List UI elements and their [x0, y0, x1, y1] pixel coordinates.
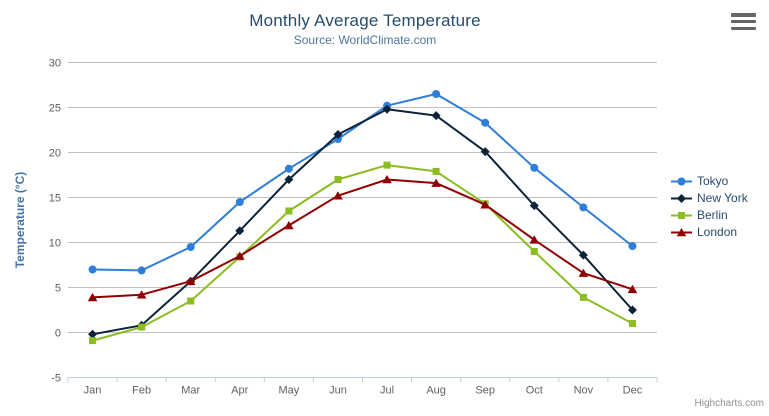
- series-marker-tokyo[interactable]: [481, 118, 490, 127]
- series-marker-tokyo[interactable]: [530, 163, 539, 172]
- series-marker-london[interactable]: [578, 268, 589, 277]
- series-line-london: [91, 178, 634, 299]
- series-marker-tokyo[interactable]: [628, 242, 637, 251]
- series-marker-london[interactable]: [382, 175, 392, 184]
- series-marker-tokyo[interactable]: [88, 265, 97, 274]
- x-axis-label: Jul: [380, 385, 394, 397]
- legend-item-new-york[interactable]: New York: [671, 191, 748, 205]
- x-axis-label: Jan: [84, 385, 102, 397]
- series-marker-london[interactable]: [627, 284, 638, 294]
- series-marker-berlin[interactable]: [285, 207, 293, 215]
- legend-label: Tokyo: [697, 174, 729, 188]
- series-marker-london[interactable]: [185, 276, 196, 285]
- legend-marker-london: [671, 227, 692, 236]
- series-marker-new-york[interactable]: [88, 329, 98, 339]
- x-axis-label: Nov: [574, 385, 594, 397]
- series-marker-berlin[interactable]: [530, 248, 538, 255]
- series-marker-new-york[interactable]: [333, 130, 343, 139]
- y-axis-label: 0: [55, 328, 61, 340]
- x-axis-label: Feb: [132, 385, 151, 397]
- series-marker-new-york[interactable]: [480, 147, 490, 157]
- series-line-new-york: [91, 108, 634, 336]
- series-line-tokyo: [91, 93, 634, 272]
- series-marker-tokyo[interactable]: [235, 198, 244, 206]
- legend-item-tokyo[interactable]: Tokyo: [671, 174, 748, 188]
- x-axis-label: Mar: [181, 385, 200, 397]
- legend-marker-symbol: [677, 193, 686, 203]
- hamburger-icon: [731, 19, 756, 24]
- x-axis-label: Sep: [475, 385, 495, 397]
- series-marker-london[interactable]: [480, 200, 491, 209]
- series-marker-new-york[interactable]: [431, 111, 441, 121]
- series-marker-new-york[interactable]: [627, 305, 637, 315]
- series-marker-tokyo[interactable]: [579, 203, 588, 212]
- series-marker-tokyo[interactable]: [284, 164, 293, 173]
- legend-marker-new-york: [671, 193, 692, 203]
- legend-label: Berlin: [697, 208, 728, 222]
- y-axis-label: -5: [51, 373, 61, 385]
- legend: Tokyo New York Berlin London: [671, 174, 748, 239]
- context-menu-button[interactable]: [731, 13, 756, 30]
- y-axis-label: 25: [49, 103, 61, 115]
- series-marker-berlin[interactable]: [187, 297, 195, 305]
- series-marker-london[interactable]: [136, 290, 147, 299]
- legend-marker-symbol: [677, 177, 686, 185]
- series-marker-new-york[interactable]: [578, 250, 588, 260]
- series-marker-berlin[interactable]: [89, 337, 97, 345]
- x-axis-label: Oct: [526, 385, 543, 397]
- legend-marker-symbol: [676, 227, 687, 236]
- series-marker-london[interactable]: [87, 292, 98, 302]
- series-marker-berlin[interactable]: [334, 176, 342, 183]
- series-marker-berlin[interactable]: [138, 323, 146, 331]
- y-axis-label: 20: [49, 148, 61, 160]
- series-marker-london[interactable]: [529, 235, 540, 244]
- legend-item-london[interactable]: London: [671, 225, 748, 239]
- series-marker-london[interactable]: [284, 220, 294, 230]
- series-marker-london[interactable]: [333, 191, 343, 200]
- y-axis-label: 10: [49, 238, 61, 250]
- hamburger-icon: [731, 13, 756, 17]
- series-marker-new-york[interactable]: [235, 226, 245, 236]
- legend-marker-tokyo: [671, 177, 692, 185]
- legend-marker-berlin: [671, 211, 692, 219]
- series-marker-new-york[interactable]: [382, 104, 392, 114]
- credits-link[interactable]: Highcharts.com: [694, 398, 764, 409]
- legend-marker-symbol: [678, 211, 685, 219]
- y-axis-label: 5: [55, 283, 61, 295]
- series-marker-tokyo[interactable]: [432, 90, 441, 98]
- chart-subtitle: Source: WorldClimate.com: [293, 33, 437, 47]
- x-axis-label: May: [278, 385, 299, 397]
- series-marker-london[interactable]: [431, 178, 441, 187]
- y-axis-label: 30: [49, 58, 61, 70]
- x-axis-label: Aug: [426, 385, 446, 397]
- series-marker-berlin[interactable]: [432, 167, 440, 175]
- chart-title: Monthly Average Temperature: [249, 11, 481, 30]
- x-axis-label: Jun: [329, 385, 347, 397]
- y-axis-label: 15: [49, 193, 61, 205]
- series-marker-berlin[interactable]: [628, 320, 636, 327]
- legend-label: New York: [697, 191, 748, 205]
- series-marker-london[interactable]: [234, 251, 245, 260]
- series-marker-new-york[interactable]: [529, 201, 539, 211]
- y-axis-title: Temperature (°C): [13, 172, 27, 269]
- hamburger-icon: [731, 26, 756, 30]
- x-axis-label: Dec: [623, 385, 643, 397]
- series-marker-berlin[interactable]: [579, 293, 587, 301]
- series-marker-new-york[interactable]: [284, 175, 294, 184]
- legend-item-berlin[interactable]: Berlin: [671, 208, 748, 222]
- legend-label: London: [697, 225, 738, 239]
- series-line-berlin: [91, 164, 634, 342]
- series-marker-berlin[interactable]: [383, 161, 391, 169]
- series-marker-tokyo[interactable]: [137, 266, 146, 275]
- x-axis-label: Apr: [231, 385, 248, 397]
- series-marker-tokyo[interactable]: [186, 243, 195, 251]
